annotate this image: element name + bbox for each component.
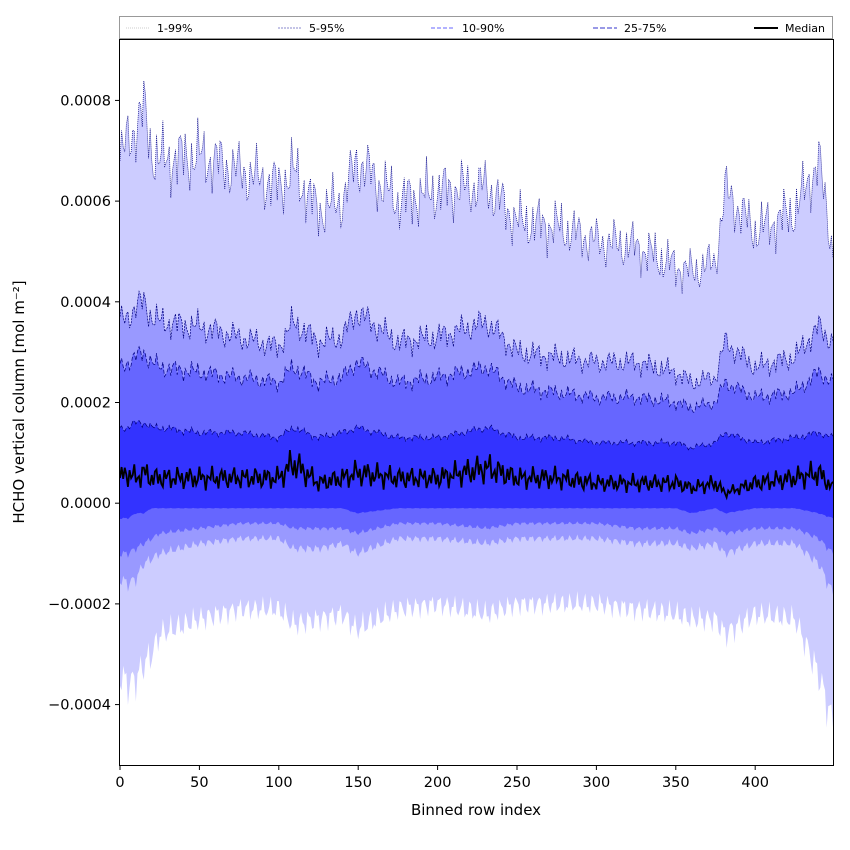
legend: 1-99% 5-95% 10-90% 25-75% Median bbox=[119, 16, 833, 39]
x-tick-label: 250 bbox=[503, 775, 531, 791]
x-tick-label: 50 bbox=[190, 775, 208, 791]
x-tick-label: 100 bbox=[265, 775, 293, 791]
percentile-bands bbox=[120, 80, 833, 728]
median-line-group bbox=[119, 449, 834, 501]
y-tick-label: 0.0006 bbox=[60, 194, 111, 210]
x-tick-label: 400 bbox=[741, 775, 769, 791]
y-tick-label: 0.0002 bbox=[60, 396, 111, 412]
y-tick-label: −0.0002 bbox=[48, 597, 111, 613]
legend-label: 5-95% bbox=[309, 22, 344, 35]
band-upper-edge-25-75% bbox=[119, 419, 834, 451]
x-tick-label: 150 bbox=[344, 775, 372, 791]
x-axis-label: Binned row index bbox=[411, 801, 541, 819]
band-upper-edge-1-99% bbox=[119, 80, 834, 295]
x-tick-label: 300 bbox=[583, 775, 611, 791]
band-upper-edge-5-95% bbox=[119, 290, 834, 391]
band-upper-edge-10-90% bbox=[119, 345, 834, 413]
y-tick-label: −0.0004 bbox=[48, 698, 111, 714]
band-edge-lines bbox=[119, 80, 834, 451]
y-tick-label: 0.0000 bbox=[60, 496, 111, 512]
x-tick-label: 200 bbox=[424, 775, 452, 791]
legend-box bbox=[119, 16, 833, 39]
legend-label: 10-90% bbox=[462, 22, 504, 35]
legend-label: Median bbox=[785, 22, 825, 35]
band-25-75% bbox=[120, 420, 833, 520]
y-tick-label: 0.0004 bbox=[60, 295, 111, 311]
legend-label: 25-75% bbox=[624, 22, 666, 35]
legend-label: 1-99% bbox=[157, 22, 192, 35]
y-axis-ticks: −0.0004 −0.0002 0.0000 0.0002 0.0004 0.0006 0.… bbox=[48, 93, 120, 714]
x-tick-label: 350 bbox=[662, 775, 690, 791]
x-tick-label: 0 bbox=[115, 775, 124, 791]
x-axis-ticks: 0 50 100 150 200 250 300 350 400 bbox=[115, 765, 769, 791]
y-axis-label: HCHO vertical column [mol m⁻²] bbox=[10, 280, 28, 523]
y-tick-label: 0.0008 bbox=[60, 93, 111, 109]
median-line bbox=[119, 449, 834, 501]
